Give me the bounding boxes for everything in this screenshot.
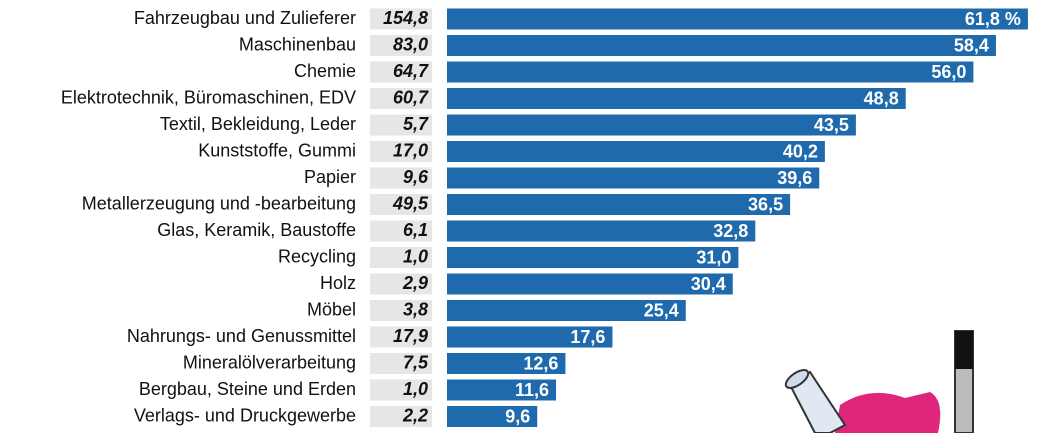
category-label: Bergbau, Steine und Erden [139,379,356,399]
category-label: Metallerzeugung und -bearbeitung [82,193,356,213]
value-label: 40,2 [783,141,818,161]
illustration-tube-cap [955,331,973,369]
illustration-shape [835,392,940,433]
side-value: 1,0 [403,246,428,266]
bar [447,194,790,215]
category-label: Möbel [307,299,356,319]
value-label: 39,6 [777,168,812,188]
value-label: 36,5 [748,194,783,214]
side-value: 49,5 [392,193,429,213]
side-value: 154,8 [383,8,428,28]
bar [447,62,973,83]
side-value: 1,0 [403,379,428,399]
value-label: 12,6 [523,353,558,373]
category-label: Textil, Bekleidung, Leder [160,114,356,134]
category-label: Papier [304,167,356,187]
value-label: 30,4 [691,274,726,294]
category-label: Nahrungs- und Genussmittel [127,326,356,346]
category-label: Kunststoffe, Gummi [198,140,356,160]
side-value: 6,1 [403,220,428,240]
value-label: 32,8 [713,221,748,241]
category-label: Glas, Keramik, Baustoffe [157,220,356,240]
value-label: 17,6 [570,327,605,347]
category-label: Holz [320,273,356,293]
side-value: 3,8 [403,299,428,319]
bar [447,35,996,56]
category-label: Maschinenbau [239,34,356,54]
value-label: 48,8 [864,88,899,108]
category-label: Fahrzeugbau und Zulieferer [134,8,356,28]
category-label: Elektrotechnik, Büromaschinen, EDV [61,87,356,107]
page: {"chart_data": { "type": "bar", "orienta… [0,0,1045,433]
value-label: 31,0 [696,247,731,267]
bar [447,221,755,242]
value-label: 58,4 [954,35,989,55]
side-value: 17,0 [393,140,428,160]
value-label: 11,6 [515,380,549,400]
chart: Fahrzeugbau und Zulieferer 154,8 61,8 % Mas… [0,0,1045,433]
side-value: 5,7 [403,114,429,134]
side-value: 60,7 [393,87,429,107]
bar [447,247,738,268]
category-label: Verlags- und Druckgewerbe [134,405,356,425]
value-label: 61,8 % [965,9,1021,29]
side-value: 9,6 [403,167,429,187]
side-value: 17,9 [393,326,428,346]
category-label: Chemie [294,61,356,81]
side-value: 7,5 [403,352,429,372]
value-label: 9,6 [505,406,530,426]
side-value: 2,9 [402,273,428,293]
category-label: Recycling [278,246,356,266]
value-label: 25,4 [644,300,679,320]
side-value: 2,2 [402,405,428,425]
value-label: 43,5 [814,115,849,135]
side-value: 64,7 [393,61,429,81]
side-value: 83,0 [393,34,428,54]
category-label: Mineralölverarbeitung [183,352,356,372]
bar [447,9,1028,30]
bar [447,88,906,109]
value-label: 56,0 [931,62,966,82]
bar [447,115,856,136]
bar [447,141,825,162]
bar [447,168,819,189]
illustration [783,331,973,433]
